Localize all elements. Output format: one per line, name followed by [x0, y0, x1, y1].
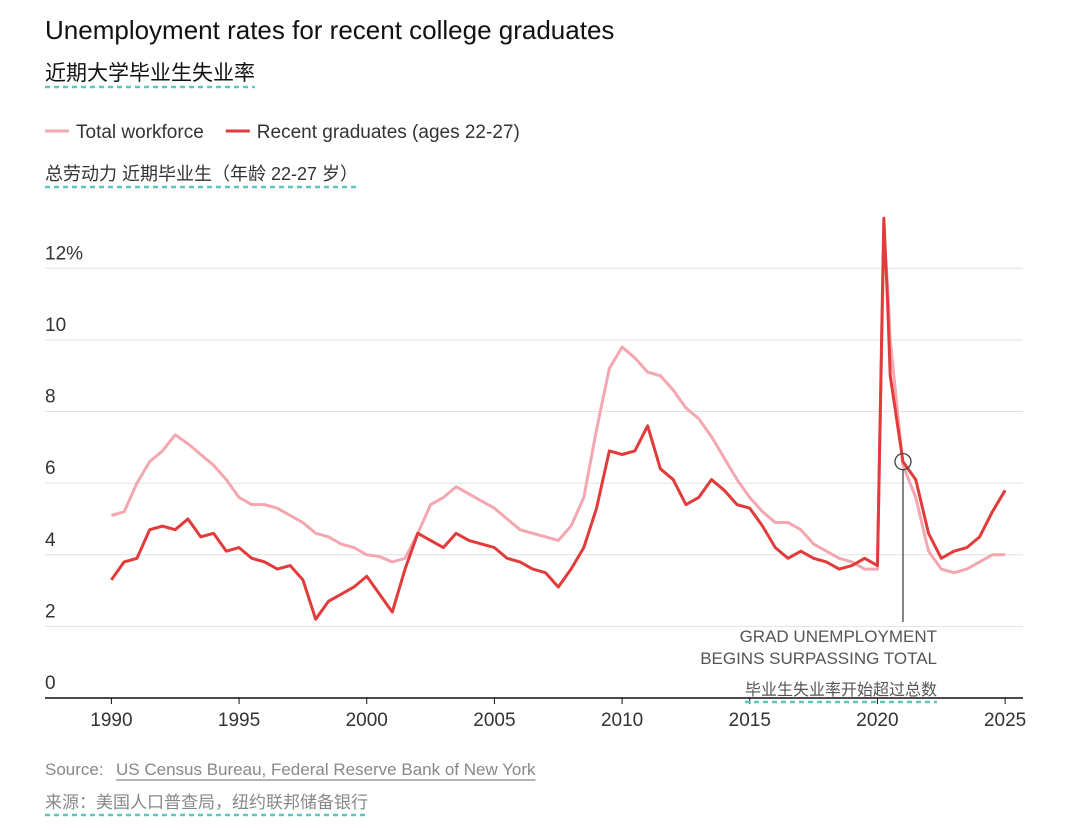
series-line — [110, 216, 1007, 621]
x-tick-label: 1995 — [218, 710, 260, 731]
x-tick-label: 2005 — [473, 710, 515, 731]
subtitle-zh: 近期大学毕业生失业率 — [45, 62, 255, 85]
annotation-text: BEGINS SURPASSING TOTAL — [700, 649, 937, 668]
y-tick-label: 2 — [45, 601, 56, 622]
y-tick-label: 6 — [45, 458, 56, 479]
y-tick-label: 10 — [45, 315, 66, 336]
annotation-marker — [894, 453, 912, 471]
y-tick-label: 0 — [45, 673, 56, 694]
chart-title: Unemployment rates for recent college gr… — [45, 15, 614, 45]
source-label: Source: — [45, 760, 104, 779]
legend-label: Total workforce — [76, 122, 204, 143]
y-tick-label: 4 — [45, 530, 56, 551]
x-tick-label: 2025 — [984, 710, 1026, 731]
x-tick-label: 2015 — [729, 710, 771, 731]
x-tick-label: 2020 — [856, 710, 898, 731]
x-tick-label: 2010 — [601, 710, 643, 731]
source-zh: 来源：美国人口普查局，纽约联邦储备银行 — [45, 793, 368, 812]
x-tick-label: 2000 — [346, 710, 388, 731]
annotation-text: GRAD UNEMPLOYMENT — [740, 627, 937, 646]
annotation-zh: 毕业生失业率开始超过总数 — [745, 681, 937, 699]
x-tick-label: 1990 — [90, 710, 132, 731]
source-link[interactable]: US Census Bureau, Federal Reserve Bank o… — [116, 760, 536, 779]
legend-label: Recent graduates (ages 22-27) — [257, 122, 520, 143]
y-tick-label: 12% — [45, 243, 83, 264]
legend-zh: 总劳动力 近期毕业生（年龄 22-27 岁） — [45, 164, 358, 184]
series-line — [110, 230, 1006, 575]
y-tick-label: 8 — [45, 387, 56, 408]
